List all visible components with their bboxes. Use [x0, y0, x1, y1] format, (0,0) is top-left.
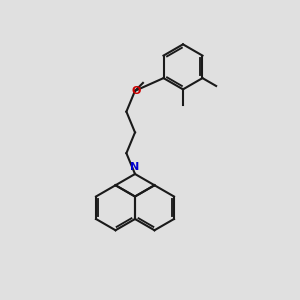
- Text: N: N: [130, 163, 140, 172]
- Text: O: O: [132, 86, 141, 96]
